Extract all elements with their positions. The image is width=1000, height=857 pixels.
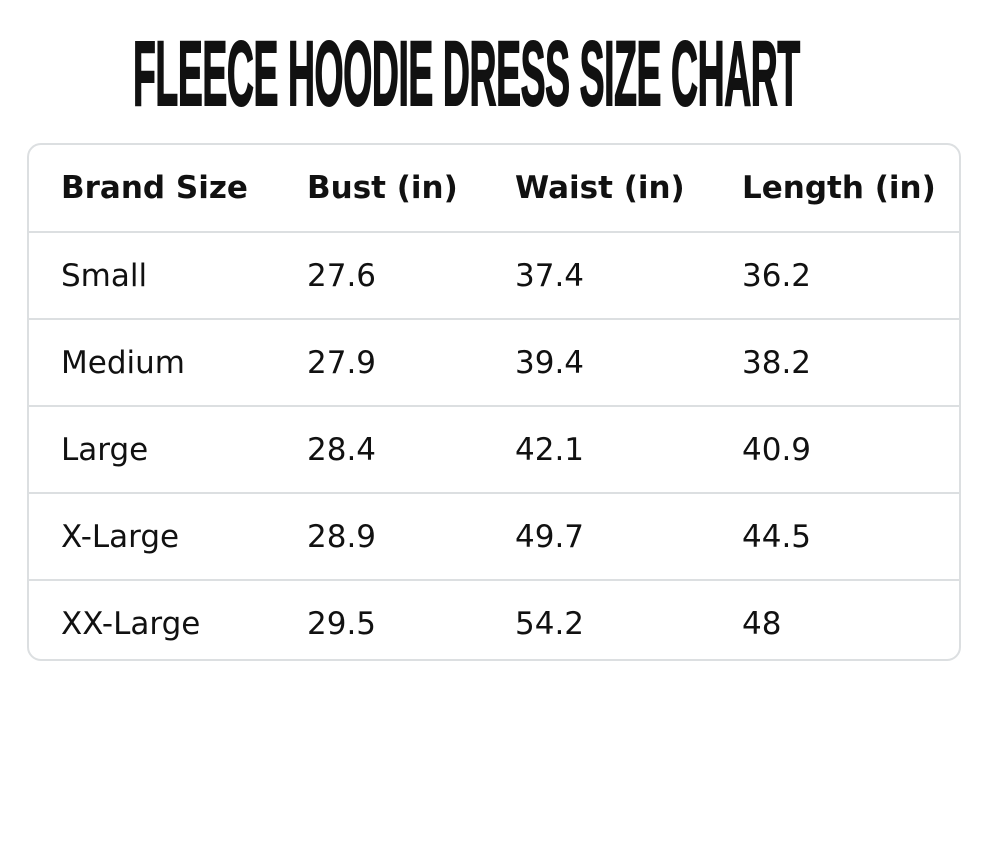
cell-bust: 28.9: [307, 518, 377, 555]
table-row: Small 27.6 37.4 36.2: [29, 231, 959, 318]
cell-size: Small: [61, 257, 148, 294]
table-row: X-Large 28.9 49.7 44.5: [29, 492, 959, 579]
header-brand-size: Brand Size: [61, 170, 248, 206]
cell-bust: 29.5: [307, 605, 377, 642]
cell-length: 40.9: [742, 431, 812, 468]
header-length: Length (in): [742, 170, 936, 206]
size-chart-table: Brand Size Bust (in) Waist (in) Length (…: [27, 143, 961, 661]
cell-waist: 39.4: [515, 344, 585, 381]
cell-length: 36.2: [742, 257, 812, 294]
cell-size: XX-Large: [61, 605, 201, 642]
cell-size: X-Large: [61, 518, 180, 555]
cell-waist: 37.4: [515, 257, 585, 294]
cell-bust: 27.6: [307, 257, 377, 294]
cell-size: Large: [61, 431, 149, 468]
cell-waist: 54.2: [515, 605, 585, 642]
table-row: Large 28.4 42.1 40.9: [29, 405, 959, 492]
cell-bust: 28.4: [307, 431, 377, 468]
cell-length: 48: [742, 605, 782, 642]
cell-waist: 49.7: [515, 518, 585, 555]
page-title: FLEECE HOODIE DRESS SIZE CHART: [133, 23, 801, 125]
table-header-row: Brand Size Bust (in) Waist (in) Length (…: [29, 145, 959, 231]
header-bust: Bust (in): [307, 170, 458, 206]
cell-length: 44.5: [742, 518, 812, 555]
header-waist: Waist (in): [515, 170, 685, 206]
cell-waist: 42.1: [515, 431, 585, 468]
table-row: XX-Large 29.5 54.2 48: [29, 579, 959, 659]
cell-length: 38.2: [742, 344, 812, 381]
cell-size: Medium: [61, 344, 185, 381]
table-row: Medium 27.9 39.4 38.2: [29, 318, 959, 405]
cell-bust: 27.9: [307, 344, 377, 381]
